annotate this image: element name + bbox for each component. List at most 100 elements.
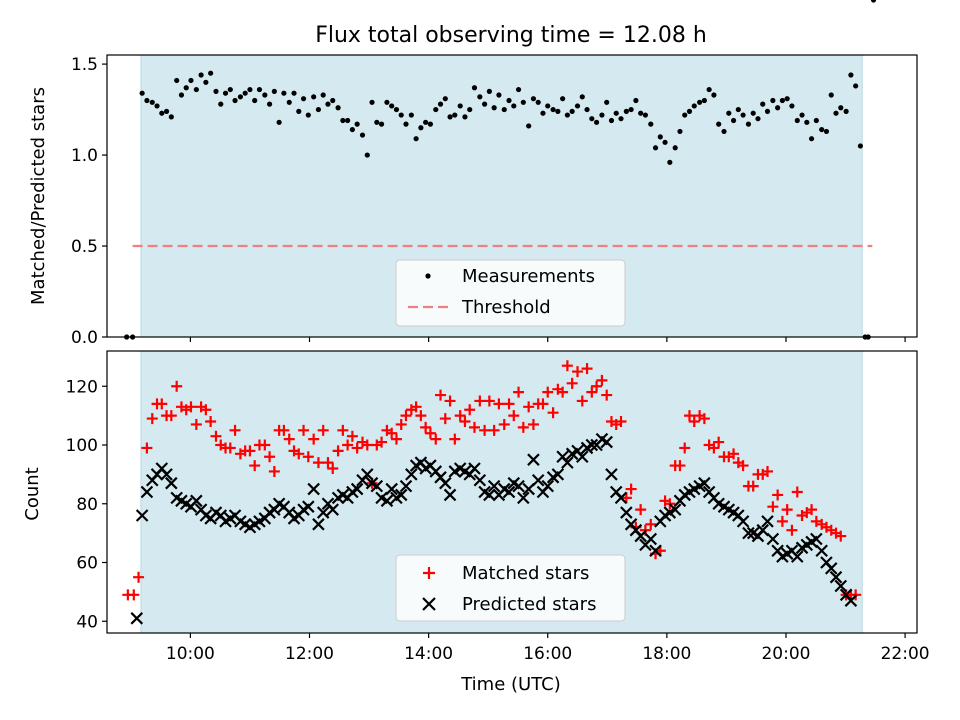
matched-star-point: [449, 433, 461, 445]
predicted-star-point: [439, 476, 452, 490]
measurement-point: [144, 97, 150, 104]
measurement-point: [369, 99, 375, 105]
matched-star-point: [317, 424, 329, 436]
matched-star-point: [410, 401, 422, 413]
matched-star-point: [786, 524, 798, 536]
measurement-point: [726, 110, 732, 116]
measurement-point: [652, 145, 659, 151]
matched-star-point: [332, 445, 344, 457]
measurement-point: [745, 121, 752, 127]
predicted-star-point: [443, 488, 457, 502]
matched-star-point: [566, 377, 578, 389]
matched-star-point: [346, 430, 358, 442]
x-tick-label: 10:00: [166, 644, 215, 664]
matched-star-point: [459, 416, 471, 427]
measurement-point: [686, 108, 693, 114]
measurement-point: [252, 97, 258, 104]
legend-matched-label: Matched stars: [462, 563, 589, 584]
matched-star-point: [171, 380, 183, 392]
measurement-point: [848, 72, 854, 78]
matched-star-point: [200, 404, 212, 416]
predicted-star-point: [350, 482, 364, 496]
measurement-point: [760, 101, 766, 107]
measurement-point: [828, 92, 834, 98]
measurement-point: [232, 97, 238, 104]
matched-star-point: [561, 360, 573, 372]
x-tick-label: 14:00: [404, 644, 453, 664]
matched-star-point: [400, 410, 412, 422]
measurement-point: [477, 94, 483, 100]
matched-star-point: [527, 418, 539, 430]
matched-star-point: [376, 436, 388, 448]
predicted-star-point: [165, 476, 178, 490]
matched-star-point: [596, 374, 608, 386]
measurement-point: [374, 119, 380, 125]
measurement-point: [159, 110, 165, 116]
matched-star-point: [767, 501, 779, 513]
matched-star-point: [523, 401, 535, 413]
matched-star-point: [464, 404, 476, 416]
predicted-star-point: [844, 594, 858, 607]
predicted-star-point: [600, 435, 613, 449]
matched-star-point: [679, 442, 691, 454]
measurement-point: [697, 99, 703, 105]
measurement-point: [178, 92, 185, 98]
measurement-point: [496, 92, 502, 98]
measurement-point: [657, 134, 663, 140]
x-tick-label: 18:00: [642, 644, 691, 664]
bottom-frame: [106, 350, 918, 634]
predicted-star-point: [761, 515, 774, 528]
predicted-star-point: [483, 488, 496, 502]
measurement-point: [291, 90, 297, 96]
measurement-point: [682, 112, 688, 118]
matched-star-point: [664, 498, 676, 510]
bottom-panel: 40 60 80 100 120 10:00 12:00 14:00 16:00 18:00 20…: [22, 351, 930, 695]
predicted-star-point: [380, 494, 394, 508]
x-tick-label: 16:00: [523, 644, 572, 664]
top-legend-box: [395, 259, 626, 327]
measurement-point: [330, 97, 336, 104]
measurement-point: [853, 83, 859, 89]
matched-star-points: [122, 360, 862, 601]
bottom-y-ticks: 40 60 80 100 120: [66, 377, 107, 632]
legend-threshold-label: Threshold: [461, 297, 551, 318]
measurement-point: [237, 94, 244, 100]
y-tick-label: 100: [66, 436, 98, 456]
measurement-point: [584, 106, 590, 113]
measurement-point: [648, 121, 654, 127]
matched-star-point: [791, 486, 803, 498]
measurement-point: [266, 101, 273, 107]
measurement-point: [174, 77, 180, 84]
x-axis-label: Time (UTC): [460, 674, 561, 695]
matched-star-point: [601, 389, 613, 401]
measurement-point: [149, 99, 155, 105]
measurement-point: [823, 128, 830, 135]
measurement-point: [530, 96, 537, 102]
predicted-star-point: [473, 473, 487, 487]
predicted-star-point: [634, 529, 647, 543]
matched-star-point: [772, 489, 784, 501]
measurement-point: [555, 108, 561, 114]
measurement-point: [623, 108, 629, 114]
y-tick-label: 40: [76, 612, 98, 632]
measurement-point: [364, 152, 370, 158]
matched-star-point: [591, 380, 603, 392]
matched-star-point: [498, 418, 510, 430]
measurement-point: [486, 88, 492, 94]
matched-star-point: [572, 366, 584, 378]
measurement-point: [804, 119, 810, 125]
matched-star-point: [308, 433, 320, 445]
measurement-point: [227, 86, 233, 93]
matched-star-point: [503, 398, 515, 410]
measurement-point: [276, 119, 282, 125]
measurement-point: [418, 125, 424, 131]
matched-star-point: [133, 571, 145, 583]
matched-star-point: [708, 442, 720, 454]
matched-star-point: [190, 418, 202, 430]
measurement-point: [721, 128, 727, 135]
matched-star-point: [737, 460, 749, 472]
top-frame: [106, 54, 918, 338]
matched-star-point: [586, 386, 598, 398]
matched-star-point: [537, 398, 549, 410]
measurement-point: [208, 70, 214, 76]
